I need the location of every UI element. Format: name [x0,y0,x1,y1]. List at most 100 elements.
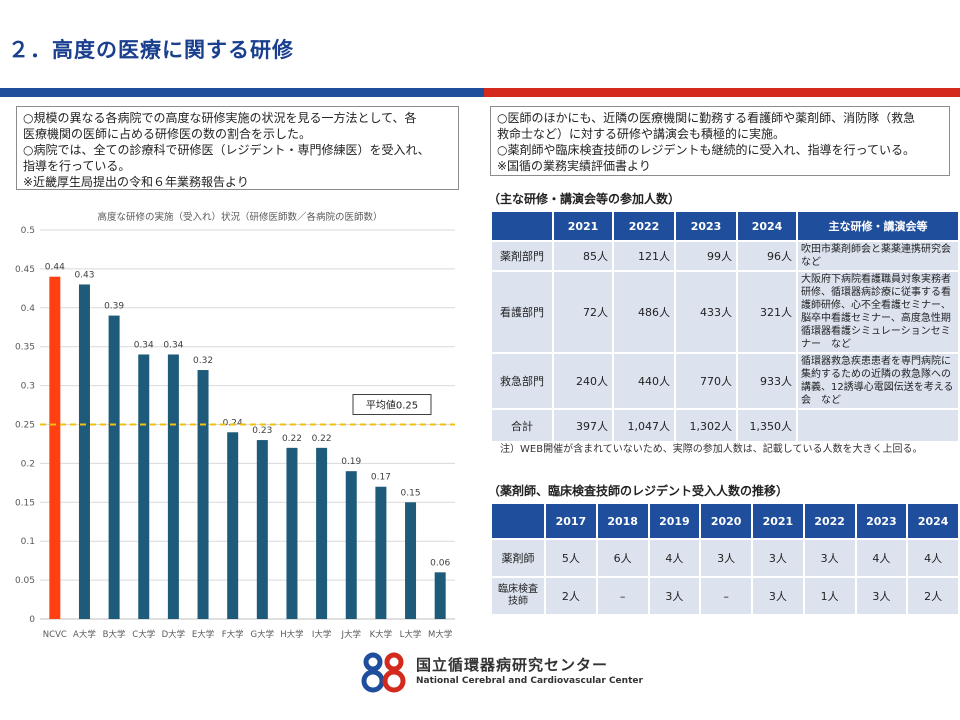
row-label: 薬剤部門 [490,240,554,272]
left-summary-line: 医療機関の医師に占める研修医の数の割合を示した。 [23,127,312,141]
bar-value-label: 0.24 [223,418,243,428]
training-header-cell: 2024 [736,210,798,242]
table-cell: 4人 [854,538,909,578]
resident-header-cell: 2020 [699,502,753,540]
org-name-en: National Cerebral and Cardiovascular Cen… [416,676,643,686]
bar-value-label: 0.44 [45,263,65,273]
chart-bar [138,354,150,619]
chart-title: 高度な研修の実施（受入れ）状況（研修医師数／各病院の医師数） [97,211,382,223]
x-tick-label: E大学 [192,629,215,640]
bar-value-label: 0.34 [134,340,154,350]
bar-value-label: 0.34 [163,340,183,350]
org-name-jp: 国立循環器病研究センター [416,656,609,674]
x-tick-label: I大学 [312,629,332,640]
chart-bar [375,486,387,619]
table-cell: 3人 [699,538,753,578]
resident-table-heading: （薬剤師、臨床検査技師のレジデント受入人数の推移） [488,484,789,498]
bar-value-label: 0.19 [341,457,361,467]
chart-bar [108,315,120,619]
y-tick-label: 0.15 [15,498,35,508]
training-desc [796,408,960,443]
x-tick-label: NCVC [43,630,67,640]
table-cell: 933人 [736,352,798,410]
y-tick-label: 0.3 [21,382,35,392]
table-cell: – [595,576,650,616]
y-tick-label: 0.45 [15,265,35,275]
bar-value-label: 0.22 [282,434,302,444]
row-label: 合計 [490,408,554,443]
training-desc: 循環器救急疾患患者を専門病院に集約するための近隣の救急隊への講義、12誘導心電図… [796,352,960,410]
table-cell: 3人 [802,538,857,578]
training-header-cell: 2021 [552,210,614,242]
table-cell: 1,302人 [674,408,738,443]
chart-bar [316,447,328,619]
training-ratio-chart: 高度な研修の実施（受入れ）状況（研修医師数／各病院の医師数） 0 0.05 0.1 0.… [15,211,455,640]
chart-bar [345,471,357,619]
resident-table: 2017 2018 2019 2020 2021 2022 2023 2024 … [490,502,960,616]
resident-header-cell [490,502,546,540]
resident-header-cell: 2023 [854,502,909,540]
left-summary-line: ○規模の異なる各病院での高度な研修実施の状況を見る一方法として、各 [23,111,417,125]
resident-header-cell: 2018 [595,502,650,540]
resident-header-cell: 2021 [751,502,805,540]
row-label: 薬剤師 [490,538,546,578]
table-cell: 3人 [854,576,909,616]
training-desc: 吹田市薬剤師会と薬薬連携研究会など [796,240,960,272]
table-cell: 4人 [647,538,702,578]
table-cell: 85人 [552,240,614,272]
bar-value-label: 0.43 [74,270,94,280]
y-tick-label: 0.05 [15,576,35,586]
x-tick-label: J大学 [340,629,361,640]
x-tick-label: C大学 [132,629,155,640]
right-summary-box: ○医師のほかにも、近隣の医療機関に勤務する看護師や薬剤師、消防隊（救急 救命士な… [490,106,950,176]
table-cell: 3人 [751,538,805,578]
resident-header-cell: 2017 [544,502,598,540]
table-cell: 6人 [595,538,650,578]
resident-header-cell: 2024 [906,502,960,540]
y-tick-label: 0.1 [21,537,35,547]
training-header-cell [490,210,554,242]
y-tick-label: 0 [29,615,35,625]
resident-header-cell: 2019 [647,502,702,540]
training-table-heading: （主な研修・講演会等の参加人数） [488,192,681,206]
table-row: 看護部門 72人 486人 433人 321人 大阪府下病院看護職員対象実務者研… [490,270,960,354]
table-cell: 1,047人 [612,408,676,443]
right-summary-line: ○医師のほかにも、近隣の医療機関に勤務する看護師や薬剤師、消防隊（救急 [497,111,916,125]
x-tick-label: K大学 [370,629,393,640]
chart-bar [197,370,209,619]
header-divider-red [484,88,960,97]
chart-bar [286,447,298,619]
x-tick-label: F大学 [222,629,244,640]
left-summary-line: ○病院では、全ての診療科で研修医（レジデント・専門修練医）を受入れ、 [23,143,430,157]
table-cell: 99人 [674,240,738,272]
training-table: 2021 2022 2023 2024 主な研修・講演会等 薬剤部門 85人 1… [490,210,960,443]
table-cell: 440人 [612,352,676,410]
resident-header-cell: 2022 [802,502,857,540]
table-cell: – [699,576,753,616]
table-cell: 72人 [552,270,614,354]
table-cell: 2人 [906,576,960,616]
left-summary-line: ※近畿厚生局提出の令和６年業務報告より [23,175,249,189]
row-label: 救急部門 [490,352,554,410]
table-cell: 770人 [674,352,738,410]
bar-value-label: 0.22 [312,434,332,444]
chart-bar [405,502,417,619]
table-row: 薬剤師 5人 6人 4人 3人 3人 3人 4人 4人 [490,538,960,578]
left-summary-line: 指導を行っている。 [23,159,131,173]
table-cell: 3人 [751,576,805,616]
y-tick-label: 0.5 [21,226,35,236]
table-cell: 2人 [544,576,598,616]
x-tick-label: L大学 [400,629,422,640]
table-row: 合計 397人 1,047人 1,302人 1,350人 [490,408,960,443]
table-row: 臨床検査技師 2人 – 3人 – 3人 1人 3人 2人 [490,576,960,616]
right-summary-line: 救命士など）に対する研修や講演会も積極的に実施。 [497,127,786,141]
x-tick-label: D大学 [162,629,186,640]
chart-bar [78,284,90,619]
table-cell: 5人 [544,538,598,578]
chart-bar [167,354,179,619]
table-cell: 4人 [906,538,960,578]
x-tick-label: H大学 [280,629,304,640]
table-cell: 397人 [552,408,614,443]
x-tick-label: G大学 [251,629,275,640]
right-summary-line: ※国循の業務実績評価書より [497,159,651,173]
